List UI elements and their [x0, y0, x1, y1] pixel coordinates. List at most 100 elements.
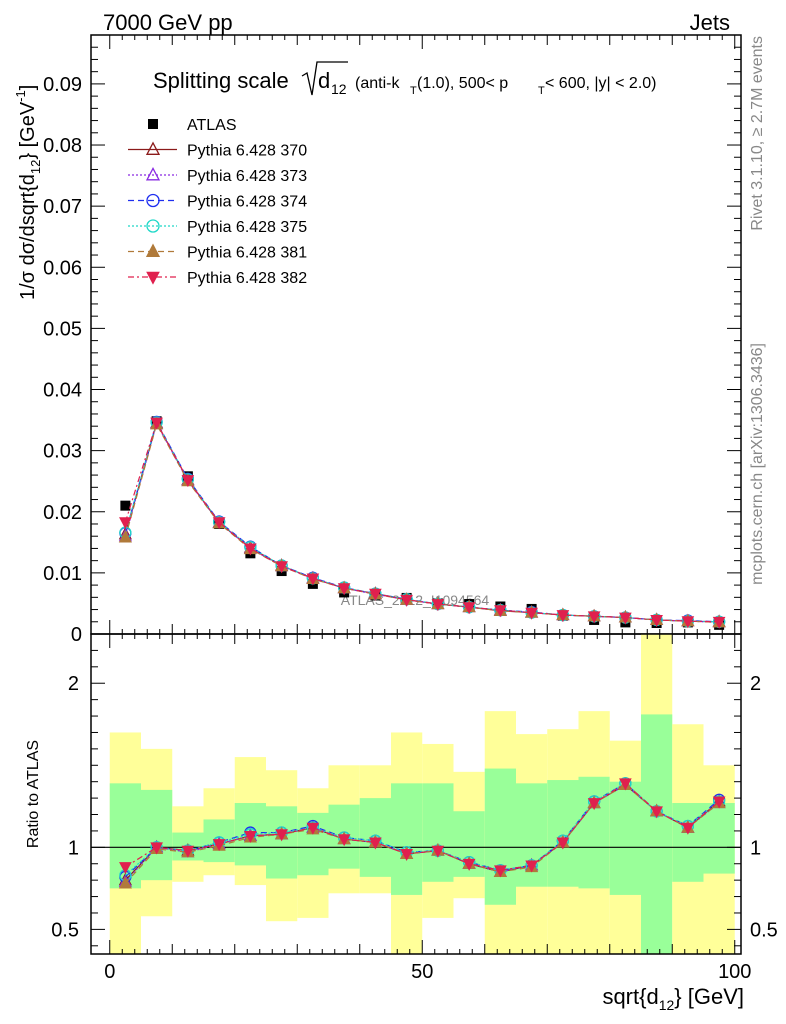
ratio-band-green — [703, 803, 735, 874]
y-tick-label: 0.09 — [43, 74, 82, 96]
ratio-data-point — [244, 830, 257, 843]
ratio-band-green — [578, 776, 610, 889]
legend-label: Pythia 6.428 373 — [187, 168, 307, 185]
ylabel-tail: } [GeV — [17, 101, 39, 159]
data-point — [212, 517, 226, 530]
ratio-y-tick-label: 2 — [68, 673, 79, 695]
x-tick-label: 50 — [411, 961, 433, 983]
legend-marker — [148, 119, 158, 129]
y-tick-label: 0.03 — [43, 441, 82, 463]
ratio-y-tick-label-right: 1 — [750, 837, 761, 859]
svg-text:sqrt{d12} [GeV]: sqrt{d12} [GeV] — [602, 984, 744, 1013]
title-tail: (1.0), 500< p — [417, 75, 508, 92]
data-point — [275, 561, 288, 574]
y-tick-label: 0.07 — [43, 196, 82, 218]
ratio-y-tick-label-right: 0.5 — [750, 919, 778, 941]
ratio-data-point — [118, 875, 132, 889]
ratio-band-green — [609, 781, 641, 895]
legend-label: Pythia 6.428 381 — [187, 245, 307, 262]
legend: ATLAS Pythia 6.428 370 Pythia 6.428 373 Pyt… — [128, 117, 307, 287]
axes-frame — [90, 633, 742, 955]
header-left: 7000 GeV pp — [103, 10, 233, 35]
ratio-data-point — [337, 834, 351, 847]
title-sub-T: T — [410, 85, 417, 97]
data-point — [431, 599, 445, 612]
y-tick-label: 0.04 — [43, 380, 82, 402]
data-point — [369, 588, 382, 601]
ratio-series-5 — [119, 778, 726, 878]
ratio-band-green — [672, 803, 704, 882]
main-title: Splitting scale d 12 (anti-k T (1.0), 50… — [153, 61, 657, 97]
legend-entry: Pythia 6.428 370 — [128, 141, 307, 160]
title-main: Splitting scale — [153, 68, 289, 93]
ratio-data-point — [712, 796, 726, 809]
ratio-data-point — [431, 845, 445, 858]
ylabel-a: 1/σ dσ/dsqrt{d — [17, 174, 39, 300]
data-point — [525, 607, 538, 620]
ratio-series-line — [125, 782, 720, 871]
ratio-data-point — [681, 822, 695, 835]
data-point — [494, 605, 507, 618]
ratio-y-tick-label: 0.5 — [51, 919, 79, 941]
data-point — [681, 616, 695, 629]
ratio-data-point — [619, 778, 632, 791]
data-point — [306, 573, 320, 586]
ratio-band-green — [141, 789, 173, 881]
xlabel-tail: } [GeV] — [674, 984, 744, 1009]
legend-marker — [145, 141, 161, 155]
ratio-data-point — [587, 798, 601, 811]
ratio-data-point — [212, 839, 226, 852]
ylabel-sub: 12 — [28, 160, 43, 174]
ratio-band-green — [422, 783, 454, 882]
legend-entry: Pythia 6.428 373 — [128, 167, 307, 185]
title-tail2: < 600, |y| < 2.0) — [545, 75, 657, 92]
header-right: Jets — [690, 10, 730, 35]
series-6 — [119, 417, 726, 629]
y-tick-label: 0 — [71, 624, 82, 646]
data-point — [587, 611, 601, 624]
ratio-band-green — [391, 783, 423, 895]
ratio-ylabel: Ratio to ATLAS — [25, 740, 42, 848]
ratio-data-point — [306, 822, 320, 835]
legend-entry: ATLAS — [148, 117, 237, 134]
ylabel-sup: -1 — [13, 90, 28, 102]
data-point — [650, 615, 663, 628]
data-point — [118, 529, 132, 543]
data-point — [119, 517, 132, 530]
ratio-data-point — [556, 837, 570, 850]
ylabel-end: ] — [17, 85, 39, 91]
ratio-data-point — [494, 865, 507, 878]
data-point — [244, 543, 257, 556]
legend-label: Pythia 6.428 370 — [187, 143, 307, 160]
legend-entry: Pythia 6.428 374 — [128, 194, 307, 211]
xlabel-a: sqrt{d — [602, 984, 658, 1009]
legend-entry: Pythia 6.428 375 — [128, 219, 307, 236]
ratio-data-point — [119, 862, 132, 875]
title-tail-T: T — [538, 85, 545, 97]
legend-entry: Pythia 6.428 382 — [128, 270, 307, 287]
y-tick-label: 0.02 — [43, 502, 82, 524]
legend-marker — [146, 193, 160, 208]
ratio-data-point — [650, 806, 663, 819]
ratio-data-point — [150, 842, 163, 855]
legend-entry: Pythia 6.428 381 — [128, 243, 307, 262]
sqrt-sign-icon — [301, 61, 348, 96]
data-point — [712, 616, 726, 629]
y-tick-label: 0.05 — [43, 318, 82, 340]
ratio-band-green — [484, 768, 516, 905]
ratio-data-point — [525, 860, 538, 873]
legend-label: Pythia 6.428 374 — [187, 194, 307, 211]
y-tick-label: 0.08 — [43, 135, 82, 157]
main-axes: 0 0.01 0.02 0.03 0.04 0.05 0.06 0.07 0.08 0.09 — [43, 34, 742, 646]
ratio-y-tick-label-right: 2 — [750, 673, 761, 695]
x-tick-label: 100 — [718, 961, 751, 983]
ratio-data-point — [462, 858, 476, 871]
y-tick-label: 0.01 — [43, 563, 82, 585]
legend-label: Pythia 6.428 382 — [187, 270, 307, 287]
ratio-series-layer — [118, 777, 726, 889]
data-point — [556, 610, 570, 623]
ratio-xlabel: sqrt{d12} [GeV] — [602, 984, 744, 1013]
data-point — [150, 417, 163, 430]
legend-marker — [145, 167, 161, 181]
